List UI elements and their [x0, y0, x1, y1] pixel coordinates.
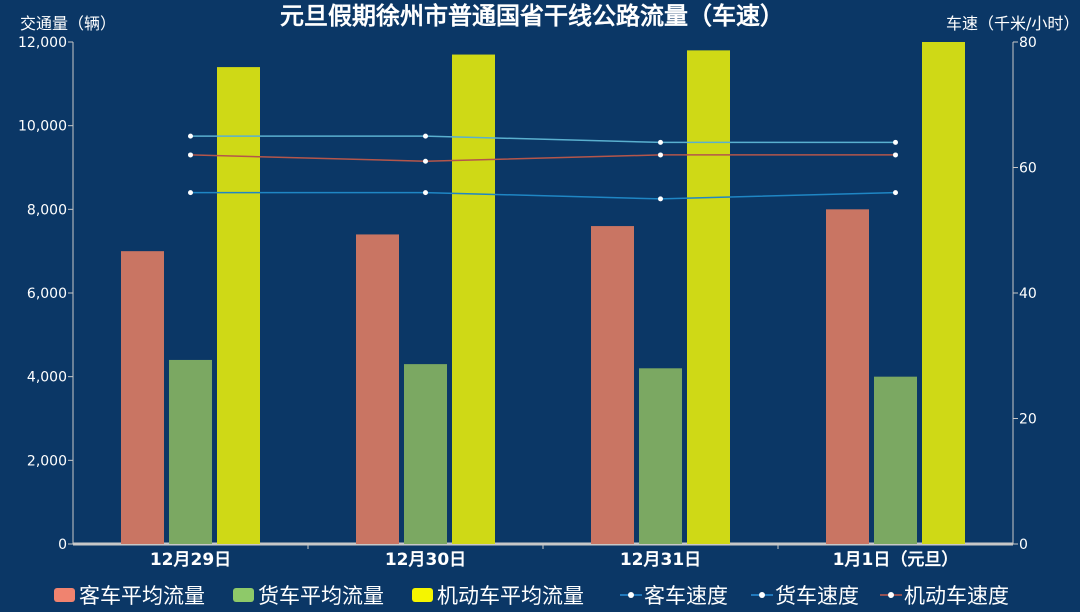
y2-axis-label: 车速（千米/小时） [946, 14, 1079, 33]
bar-layer [121, 42, 965, 545]
legend-label: 客车速度 [644, 584, 728, 608]
bar [826, 209, 869, 545]
bar [687, 50, 730, 544]
x-tick-label: 1月1日（元旦） [833, 549, 959, 570]
legend-label: 货车平均流量 [258, 584, 384, 608]
line-point [893, 190, 898, 196]
bar [922, 42, 965, 544]
line-point [658, 196, 663, 202]
legend-label: 机动车平均流量 [437, 584, 584, 608]
line-point [893, 139, 898, 145]
y-tick-label: 4,000 [27, 370, 67, 386]
x-tick-label: 12月31日 [620, 550, 701, 570]
line-layer [188, 133, 898, 202]
line-point [658, 152, 663, 158]
line-point [423, 190, 428, 196]
chart-title: 元旦假期徐州市普通国省干线公路流量（车速） [280, 2, 784, 30]
y-tick-label: 10,000 [18, 119, 67, 135]
y-tick-label: 6,000 [27, 286, 67, 302]
line-point [893, 152, 898, 158]
bar [591, 226, 634, 545]
y2-tick-label: 40 [1019, 286, 1037, 302]
legend-swatch [412, 588, 433, 602]
legend-swatch-point [628, 592, 634, 598]
bar [404, 364, 447, 544]
y2-tick-label: 80 [1019, 35, 1037, 51]
line-point [188, 152, 193, 158]
legend-label: 货车速度 [775, 584, 859, 608]
legend-swatch-point [888, 592, 894, 598]
y-tick-label: 0 [58, 537, 67, 553]
x-tick-label: 12月30日 [385, 550, 466, 570]
line-point [188, 133, 193, 139]
legend-swatch [54, 588, 75, 602]
bar [121, 251, 164, 544]
bar [169, 359, 212, 544]
legend-label: 机动车速度 [904, 584, 1009, 608]
line-point [423, 158, 428, 164]
legend-swatch [233, 588, 254, 602]
bar [217, 67, 260, 544]
x-tick-label: 12月29日 [150, 550, 231, 570]
y2-tick-label: 20 [1019, 412, 1037, 428]
legend: 客车平均流量 货车平均流量 机动车平均流量 客车速度 货车速度 机动车速度 [54, 584, 1009, 608]
y-axis-label: 交通量（辆） [20, 14, 116, 33]
line-point [423, 133, 428, 139]
bar [356, 234, 399, 544]
line-point [658, 139, 663, 145]
bar [639, 368, 682, 544]
series-line [190, 191, 896, 200]
series-line [190, 135, 896, 144]
bar [452, 54, 495, 545]
series-line [190, 154, 896, 162]
bar [874, 376, 917, 544]
y-tick-label: 8,000 [27, 202, 67, 218]
y2-tick-label: 0 [1019, 537, 1028, 553]
y2-tick-label: 60 [1019, 161, 1037, 177]
line-point [188, 190, 193, 196]
y-tick-label: 2,000 [27, 453, 67, 469]
legend-swatch-point [759, 592, 765, 598]
y-tick-label: 12,000 [18, 35, 67, 51]
legend-label: 客车平均流量 [79, 584, 205, 608]
